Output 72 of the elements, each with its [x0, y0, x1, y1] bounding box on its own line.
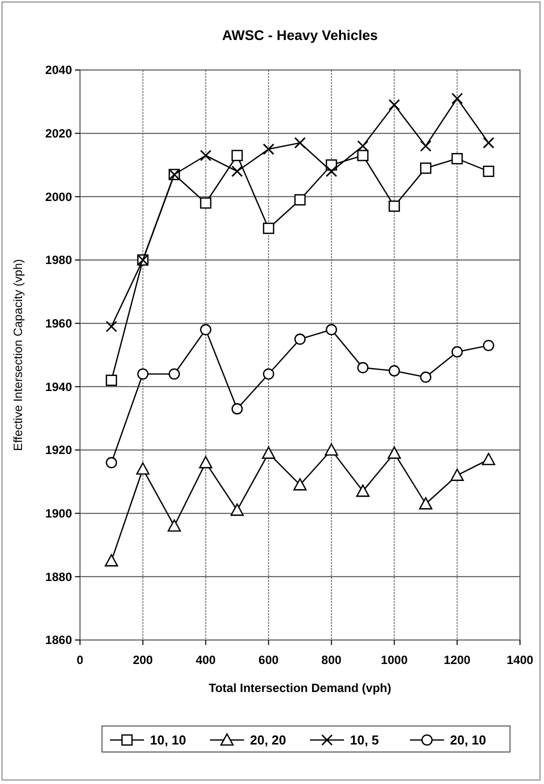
point: [451, 346, 463, 358]
point: [106, 457, 118, 468]
y-tick-label: 1920: [45, 443, 72, 458]
point: [357, 150, 369, 162]
x-axis-title: Total Intersection Demand (vph): [208, 681, 392, 695]
y-axis-title: Effective Intersection Capacity (vph): [11, 259, 25, 451]
point: [482, 137, 494, 149]
point: [482, 340, 494, 352]
point: [294, 137, 306, 149]
point: [450, 468, 464, 481]
point: [104, 554, 118, 566]
point: [231, 150, 243, 162]
point: [106, 374, 118, 386]
x-tick-label: 400: [196, 653, 216, 667]
point: [168, 368, 180, 380]
point: [262, 222, 274, 234]
x-tick-label: 800: [321, 653, 342, 667]
point: [200, 197, 212, 209]
x-tick-label: 200: [132, 653, 154, 667]
point: [231, 166, 243, 178]
point: [388, 365, 400, 376]
y-tick-label: 1960: [45, 316, 72, 331]
x-tick-label: 0: [76, 653, 84, 667]
y-tick-label: 2020: [45, 126, 72, 141]
point: [168, 519, 181, 532]
point: [482, 452, 496, 466]
legend-label: 10, 5: [350, 732, 379, 748]
point: [388, 446, 401, 459]
chart-title: AWSC - Heavy Vehicles: [222, 27, 378, 43]
point: [294, 334, 306, 345]
point: [326, 166, 338, 178]
x-tick-label: 1400: [506, 653, 534, 667]
point: [137, 368, 149, 380]
point: [262, 368, 274, 380]
point: [262, 446, 276, 459]
y-tick-label: 2040: [45, 63, 72, 78]
y-tick-label: 1880: [45, 570, 72, 584]
point: [357, 362, 369, 374]
point: [420, 372, 432, 383]
point: [324, 443, 338, 456]
point: [419, 497, 432, 510]
point: [451, 92, 463, 104]
point: [420, 140, 432, 152]
point: [356, 484, 370, 497]
point: [420, 162, 432, 174]
point: [451, 153, 463, 164]
point: [231, 403, 243, 414]
x-tick-label: 1200: [444, 653, 471, 667]
y-tick-label: 1900: [45, 506, 72, 521]
point: [326, 324, 338, 336]
point: [106, 320, 118, 332]
x-tick-label: 1000: [380, 653, 408, 667]
legend-label: 10, 10: [150, 732, 186, 748]
point: [293, 478, 307, 490]
point: [136, 462, 150, 475]
x-tick-label: 600: [258, 653, 279, 667]
point: [230, 504, 244, 516]
point: [262, 143, 274, 155]
point: [482, 166, 494, 177]
y-tick-label: 1940: [45, 380, 72, 394]
legend-label: 20, 20: [250, 732, 286, 748]
point: [199, 456, 212, 468]
point: [294, 194, 306, 206]
point: [388, 99, 400, 111]
y-tick-label: 2000: [45, 190, 72, 204]
point: [357, 140, 369, 152]
y-tick-label: 1860: [45, 633, 72, 648]
point: [200, 150, 212, 162]
point: [388, 200, 400, 212]
y-tick-label: 1980: [45, 253, 72, 268]
legend-label: 20, 10: [450, 732, 486, 748]
point: [200, 324, 212, 336]
